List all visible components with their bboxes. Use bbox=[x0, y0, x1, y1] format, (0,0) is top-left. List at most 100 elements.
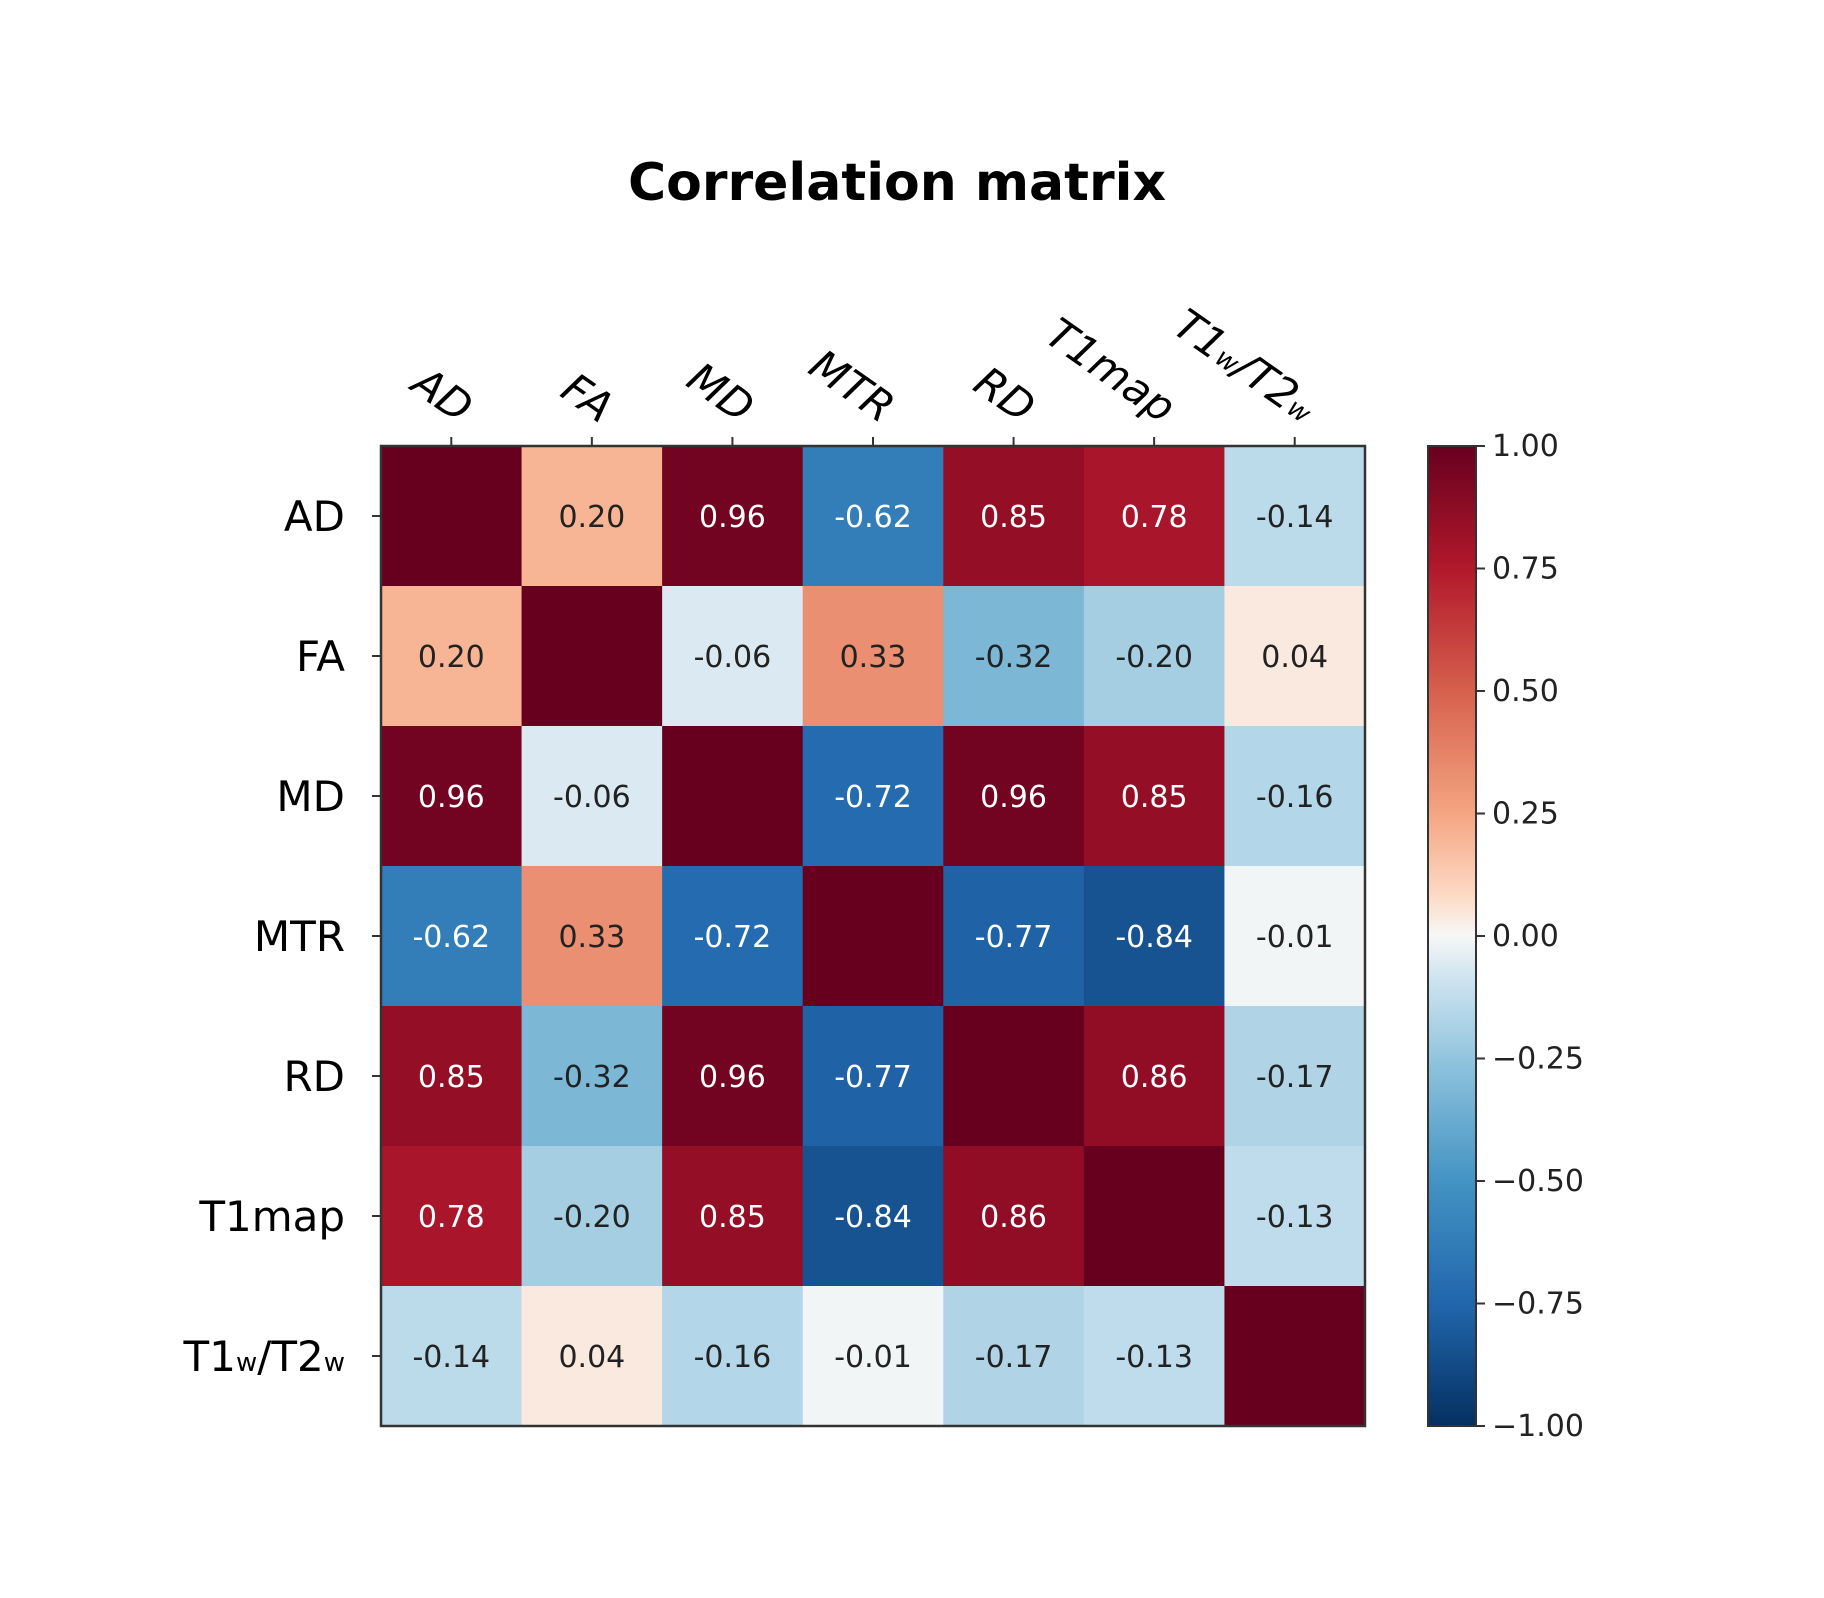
colorbar: 1.00 0.75 0.50 0.25 0.00 −0.25 −0.50 −0.75 −1.00 bbox=[1427, 429, 1584, 1444]
cell-value-label: -0.06 bbox=[694, 640, 772, 675]
column-label-mtr: MTR bbox=[801, 340, 904, 432]
cell-md-t1w-t2w bbox=[1224, 726, 1366, 867]
cell-fa-t1w-t2w bbox=[1224, 586, 1366, 727]
cell-value-label: -0.84 bbox=[834, 1200, 912, 1235]
cell-value-label: 0.20 bbox=[558, 500, 625, 535]
cell-t1w-t2w-t1map bbox=[1083, 1286, 1226, 1427]
cell-value-label: -0.72 bbox=[694, 920, 772, 955]
colorbar-tick-label: 0.25 bbox=[1492, 797, 1559, 832]
cell-rd-ad bbox=[381, 1006, 523, 1147]
colorbar-tick-label: −0.25 bbox=[1492, 1042, 1584, 1077]
cell-value-label: 0.96 bbox=[699, 1060, 766, 1095]
row-label-md: MD bbox=[276, 772, 345, 821]
heatmap-cells: 0.20 0.96 -0.62 0.85 0.78 -0.14 0.20 -0.06 0.33 -… bbox=[381, 446, 1366, 1427]
row-label-t1map: T1map bbox=[198, 1192, 345, 1241]
cell-md-rd bbox=[943, 726, 1085, 867]
cell-md-t1map bbox=[1083, 726, 1226, 867]
cell-t1w-t2w-md bbox=[662, 1286, 804, 1427]
cell-t1map-t1map bbox=[1083, 1146, 1226, 1287]
cell-value-label: -0.13 bbox=[1256, 1200, 1334, 1235]
cell-value-label: -0.20 bbox=[553, 1200, 631, 1235]
row-label-ad: AD bbox=[284, 492, 345, 541]
cell-value-label: 0.20 bbox=[418, 640, 485, 675]
cell-t1map-md bbox=[662, 1146, 804, 1287]
colorbar-tick-label: 0.50 bbox=[1492, 674, 1559, 709]
column-label-t1w-t2w: T1w/T2w bbox=[1165, 299, 1326, 432]
cell-ad-fa bbox=[521, 446, 663, 587]
colorbar-tick-label: −1.00 bbox=[1492, 1409, 1584, 1444]
cell-ad-md bbox=[662, 446, 804, 587]
cell-value-label: 0.04 bbox=[558, 1340, 625, 1375]
cell-rd-md bbox=[662, 1006, 804, 1147]
cell-value-label: 0.85 bbox=[418, 1060, 485, 1095]
cell-ad-ad bbox=[381, 446, 523, 587]
cell-value-label: -0.84 bbox=[1115, 920, 1193, 955]
cell-fa-md bbox=[662, 586, 804, 727]
cell-rd-fa bbox=[521, 1006, 663, 1147]
cell-t1w-t2w-t1w-t2w bbox=[1224, 1286, 1366, 1427]
cell-fa-ad bbox=[381, 586, 523, 727]
colorbar-tick-label: −0.50 bbox=[1492, 1164, 1584, 1199]
cell-md-md bbox=[662, 726, 804, 867]
cell-value-label: -0.06 bbox=[553, 780, 631, 815]
cell-md-mtr bbox=[802, 726, 944, 867]
colorbar-tick-label: −0.75 bbox=[1492, 1287, 1584, 1322]
cell-t1map-mtr bbox=[802, 1146, 944, 1287]
cell-value-label: 0.04 bbox=[1261, 640, 1328, 675]
cell-value-label: -0.01 bbox=[834, 1340, 912, 1375]
column-label-fa: FA bbox=[553, 363, 622, 432]
cell-value-label: 0.85 bbox=[980, 500, 1047, 535]
column-label-t1map: T1map bbox=[1037, 308, 1184, 432]
cell-value-label: -0.14 bbox=[1256, 500, 1334, 535]
cell-mtr-t1map bbox=[1083, 866, 1226, 1007]
cell-t1w-t2w-fa bbox=[521, 1286, 663, 1427]
cell-value-label: 0.78 bbox=[1121, 500, 1188, 535]
cell-ad-mtr bbox=[802, 446, 944, 587]
cell-value-label: -0.16 bbox=[1256, 780, 1334, 815]
cell-rd-t1map bbox=[1083, 1006, 1226, 1147]
cell-rd-rd bbox=[943, 1006, 1085, 1147]
cell-mtr-rd bbox=[943, 866, 1085, 1007]
cell-value-label: 0.86 bbox=[980, 1200, 1047, 1235]
cell-value-label: -0.32 bbox=[553, 1060, 631, 1095]
column-label-rd: RD bbox=[965, 357, 1044, 432]
cell-t1w-t2w-rd bbox=[943, 1286, 1085, 1427]
cell-md-fa bbox=[521, 726, 663, 867]
cell-value-label: -0.72 bbox=[834, 780, 912, 815]
cell-value-label: -0.17 bbox=[975, 1340, 1053, 1375]
cell-value-label: -0.32 bbox=[975, 640, 1053, 675]
cell-value-label: 0.96 bbox=[699, 500, 766, 535]
column-label-ad: AD bbox=[401, 355, 482, 432]
cell-value-label: -0.62 bbox=[834, 500, 912, 535]
axes-frame bbox=[372, 437, 1367, 1428]
row-labels: AD FA MD MTR RD T1map T1w/T2w bbox=[183, 492, 346, 1381]
chart-title: Correlation matrix bbox=[628, 153, 1166, 213]
cell-t1map-fa bbox=[521, 1146, 663, 1287]
cell-ad-t1w-t2w bbox=[1224, 446, 1366, 587]
cell-ad-rd bbox=[943, 446, 1085, 587]
cell-value-label: 0.78 bbox=[418, 1200, 485, 1235]
cell-value-label: -0.01 bbox=[1256, 920, 1334, 955]
colorbar-tick-label: 1.00 bbox=[1492, 429, 1559, 464]
cell-value-label: 0.86 bbox=[1121, 1060, 1188, 1095]
cell-ad-t1map bbox=[1083, 446, 1226, 587]
cell-value-label: -0.77 bbox=[975, 920, 1053, 955]
colorbar-gradient bbox=[1427, 445, 1477, 1427]
cell-t1w-t2w-mtr bbox=[802, 1286, 944, 1427]
cell-value-label: -0.62 bbox=[412, 920, 490, 955]
cell-value-label: -0.17 bbox=[1256, 1060, 1334, 1095]
cell-fa-t1map bbox=[1083, 586, 1226, 727]
cell-value-label: 0.96 bbox=[418, 780, 485, 815]
cell-t1map-rd bbox=[943, 1146, 1085, 1287]
cell-mtr-mtr bbox=[802, 866, 944, 1007]
cell-fa-rd bbox=[943, 586, 1085, 727]
cell-value-label: -0.16 bbox=[694, 1340, 772, 1375]
cell-t1map-ad bbox=[381, 1146, 523, 1287]
row-label-mtr: MTR bbox=[254, 912, 345, 961]
cell-t1w-t2w-ad bbox=[381, 1286, 523, 1427]
cell-fa-fa bbox=[521, 586, 663, 727]
cell-fa-mtr bbox=[802, 586, 944, 727]
cell-md-ad bbox=[381, 726, 523, 867]
